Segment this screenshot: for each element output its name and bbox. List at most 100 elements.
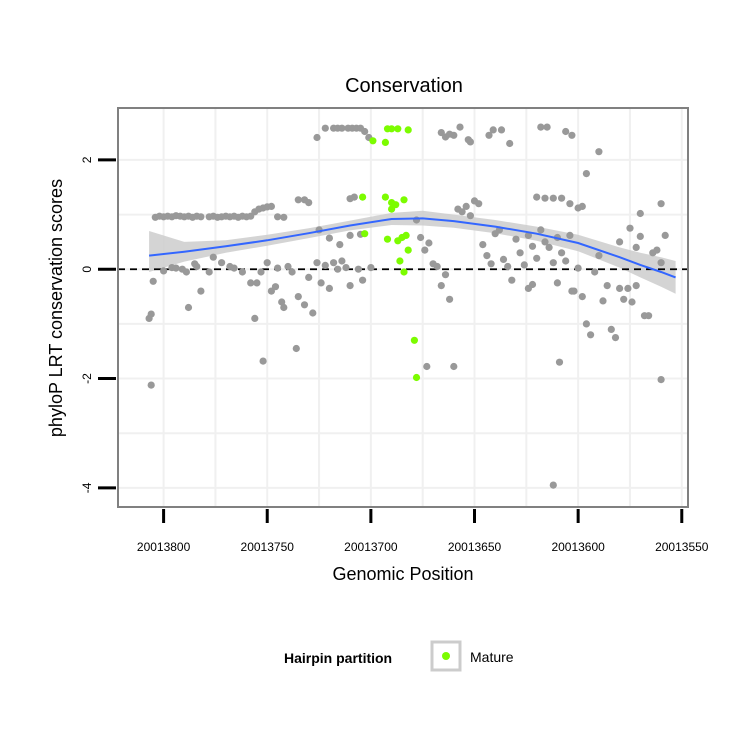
point-other <box>209 253 217 261</box>
point-other <box>300 301 309 309</box>
point-other <box>205 268 213 276</box>
point-other <box>562 127 570 136</box>
point-other <box>317 279 325 287</box>
point-other <box>346 231 354 239</box>
point-other <box>566 231 574 239</box>
legend-title: Hairpin partition <box>284 650 392 666</box>
point-other <box>423 362 431 371</box>
point-other <box>458 208 466 216</box>
y-tick-label: -4 <box>80 482 94 493</box>
point-other <box>626 224 634 232</box>
point-other <box>197 287 205 295</box>
point-other <box>499 255 508 263</box>
point-other <box>354 265 362 273</box>
point-other <box>313 259 321 267</box>
point-mature <box>383 235 392 243</box>
point-other <box>528 242 537 250</box>
point-other <box>520 261 528 269</box>
x-tick-label: 20013600 <box>551 540 605 554</box>
point-other <box>417 233 425 242</box>
x-tick-label: 20013750 <box>241 540 295 554</box>
point-other <box>512 235 520 243</box>
point-other <box>537 123 545 131</box>
x-axis-title: Genomic Position <box>332 564 473 584</box>
point-mature <box>381 138 389 146</box>
point-other <box>456 123 464 131</box>
point-other <box>267 202 275 210</box>
point-other <box>280 213 288 221</box>
point-mature <box>410 336 418 344</box>
point-other <box>628 298 636 306</box>
point-other <box>582 320 591 328</box>
point-other <box>359 276 367 284</box>
plot-panel <box>118 108 688 507</box>
point-other <box>555 358 564 366</box>
point-mature <box>402 231 410 239</box>
point-other <box>466 212 474 220</box>
point-mature <box>394 125 402 133</box>
point-other <box>489 126 497 134</box>
point-other <box>537 226 545 234</box>
point-other <box>230 264 238 272</box>
point-other <box>172 264 180 272</box>
point-other <box>591 268 599 276</box>
point-other <box>599 297 607 305</box>
point-mature <box>396 257 404 265</box>
point-other <box>645 312 653 320</box>
point-other <box>558 249 566 257</box>
y-tick-label: -2 <box>80 373 94 384</box>
point-other <box>274 264 282 272</box>
point-mature <box>388 205 396 213</box>
point-other <box>479 241 487 249</box>
point-other <box>253 279 261 287</box>
point-other <box>636 209 644 218</box>
point-other <box>305 273 313 281</box>
legend-label-mature: Mature <box>470 649 514 665</box>
point-other <box>280 303 288 312</box>
point-other <box>251 314 259 322</box>
point-other <box>516 249 524 257</box>
point-other <box>657 200 665 208</box>
y-tick-label: 2 <box>80 156 94 163</box>
point-other <box>238 268 246 276</box>
point-other <box>549 259 557 267</box>
point-other <box>446 295 454 303</box>
x-tick-label: 20013700 <box>344 540 398 554</box>
legend: Hairpin partition Mature <box>284 640 514 672</box>
point-other <box>184 303 193 312</box>
point-other <box>147 310 155 318</box>
point-other <box>193 262 201 271</box>
point-other <box>578 202 586 210</box>
point-other <box>541 238 549 246</box>
point-mature <box>400 268 408 276</box>
point-other <box>182 268 190 276</box>
point-other <box>504 262 512 271</box>
point-other <box>528 280 537 289</box>
smooth-line <box>148 217 676 279</box>
point-other <box>321 124 329 132</box>
point-other <box>325 284 333 292</box>
point-other <box>487 260 495 268</box>
point-other <box>274 213 282 221</box>
point-other <box>421 246 429 254</box>
point-other <box>661 231 669 239</box>
point-other <box>582 170 591 178</box>
point-other <box>549 194 557 202</box>
point-mature <box>400 196 408 204</box>
point-other <box>309 309 317 317</box>
x-tick-label: 20013650 <box>448 540 502 554</box>
x-tick-label: 20013800 <box>137 540 191 554</box>
point-other <box>587 331 595 339</box>
point-other <box>632 243 640 251</box>
point-mature <box>381 193 389 201</box>
point-other <box>558 194 566 202</box>
point-other <box>549 481 557 489</box>
x-tick-label: 20013550 <box>655 540 709 554</box>
point-other <box>160 267 168 275</box>
point-other <box>305 199 313 207</box>
point-mature <box>361 230 369 238</box>
point-other <box>284 262 292 271</box>
point-other <box>483 252 491 260</box>
point-other <box>450 362 458 371</box>
point-mature <box>369 137 377 145</box>
